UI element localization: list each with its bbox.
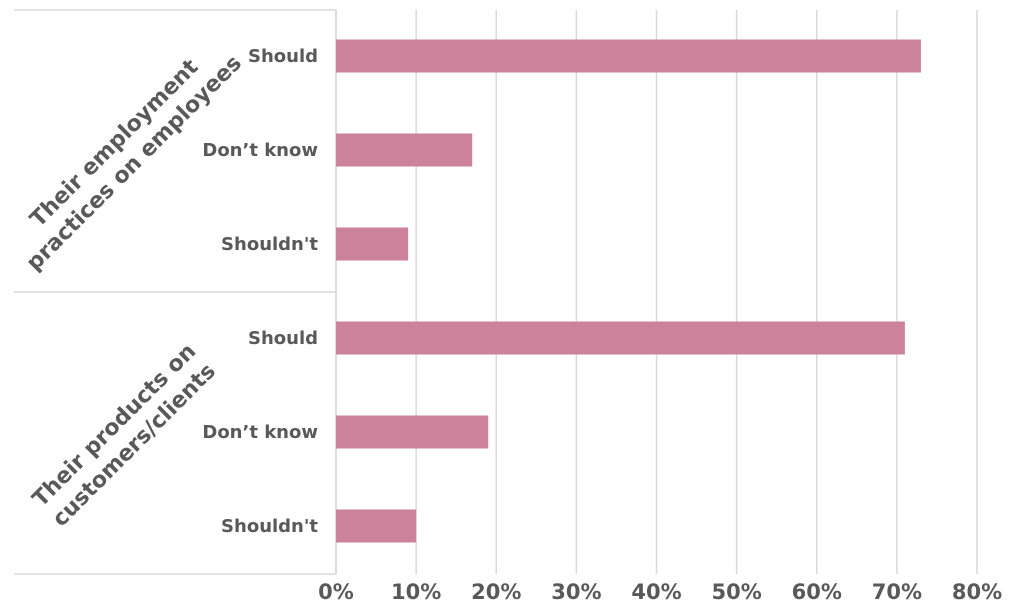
x-tick-label: 40% xyxy=(631,580,681,604)
x-tick-label: 30% xyxy=(551,580,601,604)
x-tick-label: 80% xyxy=(952,580,1002,604)
group-label-line: practices on employees xyxy=(22,51,247,276)
category-label: Don’t know xyxy=(202,140,318,161)
bar xyxy=(336,133,473,167)
category-labels: Should Don’t know Shouldn't Should Don’t kno… xyxy=(202,46,318,537)
group-label-line: Their products on xyxy=(28,339,201,512)
bar xyxy=(336,321,905,355)
group-label-line: customers/clients xyxy=(48,359,221,532)
x-tick-label: 50% xyxy=(711,580,761,604)
group-label-line: Their employment xyxy=(26,54,204,232)
group-labels: Their employmentpractices on employees Th… xyxy=(22,51,247,532)
gridlines xyxy=(335,10,978,574)
bar xyxy=(336,39,921,73)
x-tick-label: 70% xyxy=(872,580,922,604)
x-axis-tick-labels: 0% 10% 20% 30% 40% 50% 60% 70% 80% xyxy=(318,580,1002,604)
category-label: Shouldn't xyxy=(221,516,318,537)
bar xyxy=(336,415,489,449)
category-label: Should xyxy=(248,328,318,349)
x-tick-label: 0% xyxy=(318,580,354,604)
x-tick-label: 20% xyxy=(471,580,521,604)
category-label: Shouldn't xyxy=(221,234,318,255)
category-label: Should xyxy=(248,46,318,67)
bar xyxy=(336,227,409,261)
x-tick-label: 10% xyxy=(391,580,441,604)
category-label: Don’t know xyxy=(202,422,318,443)
bars xyxy=(336,39,921,543)
bar xyxy=(336,509,417,543)
group-label: Their products oncustomers/clients xyxy=(28,339,221,532)
group-separators xyxy=(14,9,337,575)
x-tick-label: 60% xyxy=(792,580,842,604)
